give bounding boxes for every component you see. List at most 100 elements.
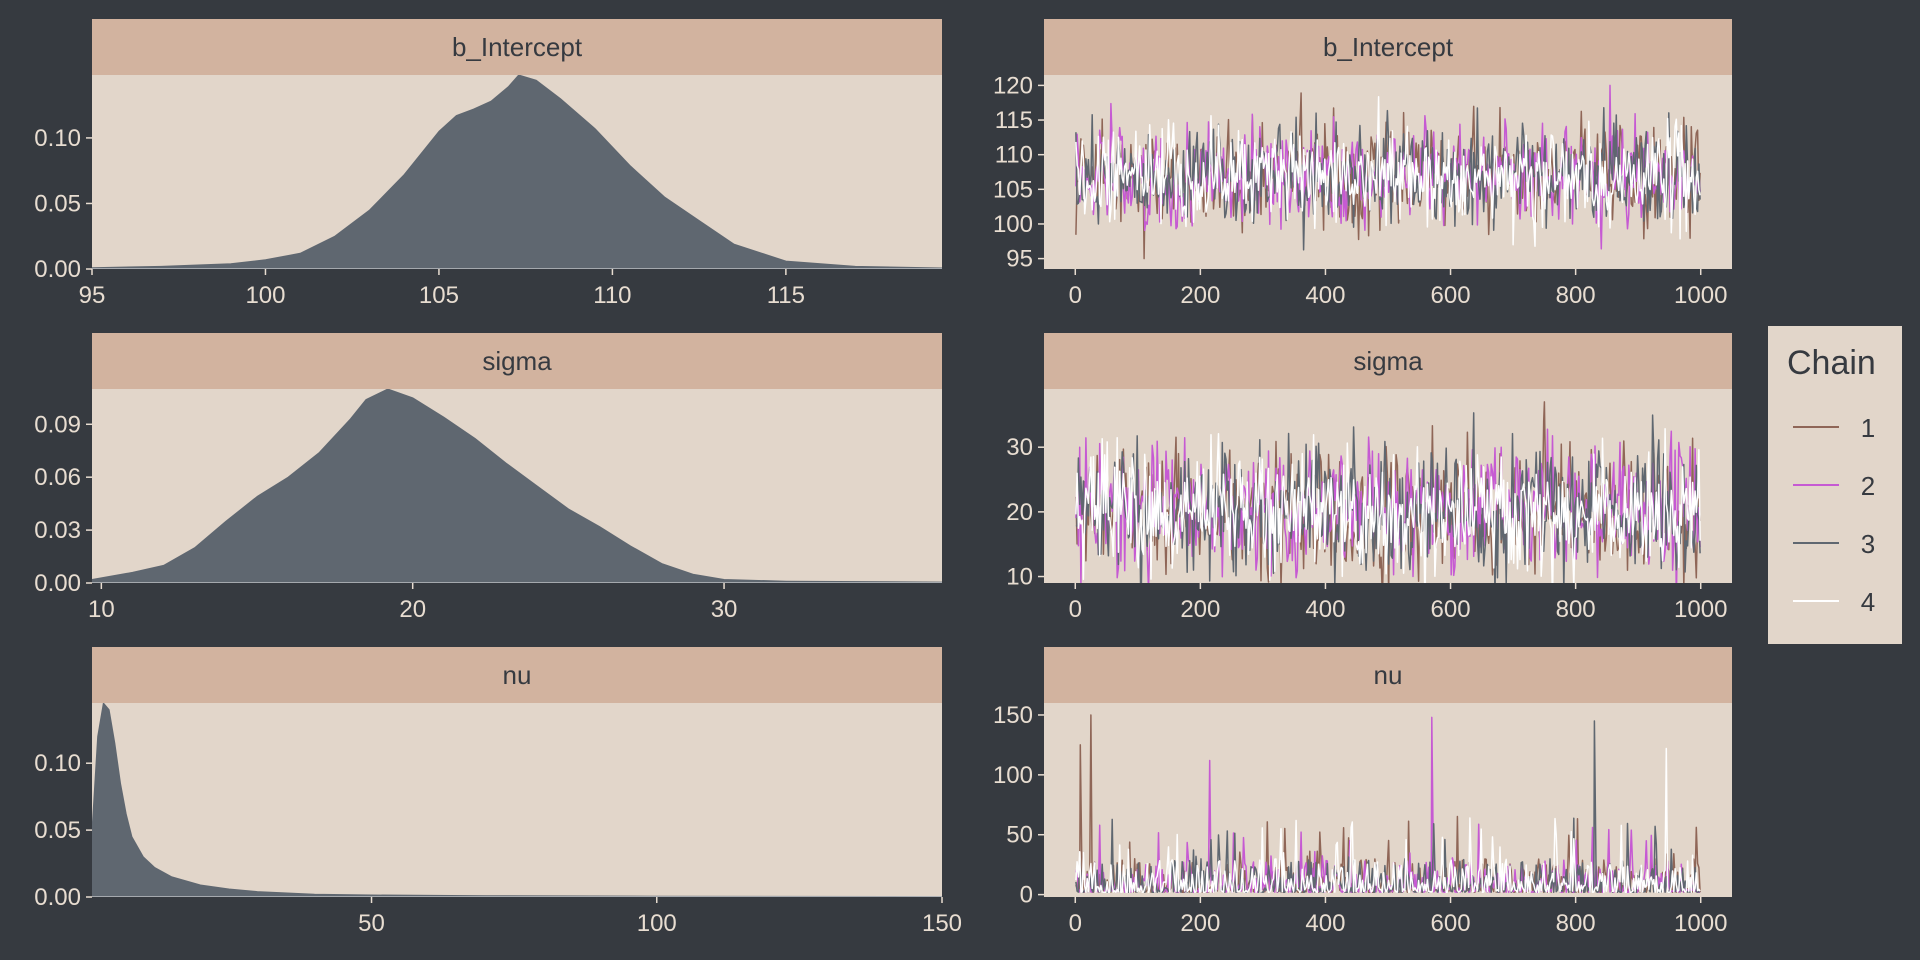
legend-item-label: 3 — [1861, 529, 1875, 559]
x-tick-label: 50 — [358, 910, 385, 937]
y-tick-label: 0.03 — [34, 517, 81, 544]
y-axis: 0 50 100 150 — [993, 702, 1044, 909]
legend-item-chain-2: 2 — [1793, 471, 1875, 501]
x-tick-label: 800 — [1556, 282, 1596, 309]
x-tick-label: 600 — [1431, 596, 1471, 623]
plot-panel — [92, 703, 942, 897]
trace-panel-sigma: sigma 0 200 400 600 800 1000 10 20 30 — [1006, 333, 1732, 623]
y-tick-label: 0.00 — [34, 570, 81, 597]
y-tick-label: 105 — [993, 176, 1033, 203]
x-tick-label: 200 — [1180, 596, 1220, 623]
plot-area — [1075, 714, 1701, 893]
strip-header — [92, 19, 942, 75]
plot-area — [92, 75, 942, 269]
y-tick-label: 95 — [1006, 246, 1033, 273]
x-tick-label: 150 — [922, 910, 962, 937]
x-tick-label: 1000 — [1674, 910, 1727, 937]
x-tick-label: 600 — [1431, 910, 1471, 937]
plot-area — [1075, 401, 1701, 583]
strip-title: nu — [503, 660, 532, 690]
x-tick-label: 100 — [245, 282, 285, 309]
y-tick-label: 0.10 — [34, 125, 81, 152]
y-tick-label: 0.00 — [34, 256, 81, 283]
strip-title: nu — [1374, 660, 1403, 690]
strip-title: sigma — [1353, 346, 1423, 376]
y-tick-label: 120 — [993, 72, 1033, 99]
plot-area — [92, 703, 942, 897]
x-tick-label: 400 — [1305, 596, 1345, 623]
trace-line-chain-4 — [1075, 747, 1701, 893]
legend-item-chain-3: 3 — [1793, 529, 1875, 559]
y-tick-label: 0.00 — [34, 884, 81, 911]
legend-item-label: 2 — [1861, 471, 1875, 501]
strip-title: b_Intercept — [1323, 32, 1454, 62]
x-tick-label: 110 — [593, 282, 631, 309]
x-tick-label: 0 — [1069, 910, 1082, 937]
y-tick-label: 0.05 — [34, 190, 81, 217]
x-tick-label: 10 — [88, 596, 115, 623]
y-axis: 0.00 0.05 0.10 — [34, 125, 92, 283]
y-tick-label: 110 — [995, 142, 1033, 169]
x-axis: 50 100 150 — [358, 897, 962, 937]
x-axis: 95 100 105 110 115 — [79, 269, 805, 309]
x-tick-label: 600 — [1431, 282, 1471, 309]
y-tick-label: 0 — [1020, 882, 1033, 909]
y-axis: 10 20 30 — [1006, 434, 1044, 591]
x-axis: 0 200 400 600 800 1000 — [1069, 269, 1727, 309]
x-tick-label: 800 — [1556, 596, 1596, 623]
legend-item-label: 4 — [1861, 587, 1875, 617]
plot-area — [1075, 84, 1701, 260]
strip-header — [1044, 333, 1732, 389]
legend-items: 1 2 3 4 — [1793, 413, 1875, 617]
x-tick-label: 400 — [1305, 282, 1345, 309]
trace-line-chain-4 — [1075, 427, 1701, 583]
chain-legend: Chain 1 2 3 4 — [1768, 326, 1902, 644]
y-tick-label: 100 — [993, 762, 1033, 789]
y-tick-label: 30 — [1006, 434, 1033, 461]
plot-area — [92, 389, 942, 583]
trace-panel-nu: nu 0 200 400 600 800 1000 0 50 100 150 — [993, 647, 1732, 937]
x-tick-label: 30 — [711, 596, 738, 623]
y-tick-label: 115 — [995, 107, 1033, 134]
legend-item-chain-1: 1 — [1793, 413, 1875, 443]
y-tick-label: 20 — [1006, 499, 1033, 526]
strip-header — [1044, 19, 1732, 75]
y-tick-label: 150 — [993, 702, 1033, 729]
density-panel-sigma: sigma 10 20 30 0.00 0.03 0.06 0.09 — [34, 333, 942, 623]
density-panel-b_Intercept: b_Intercept 95 100 105 110 115 0.00 0.05 0.10 — [34, 19, 942, 309]
x-tick-label: 200 — [1180, 910, 1220, 937]
strip-title: sigma — [482, 346, 552, 376]
y-axis: 95 100 105 110 115 120 — [993, 72, 1044, 273]
trace-line-chain-4 — [1075, 96, 1701, 247]
trace-panel-b_Intercept: b_Intercept 0 200 400 600 800 1000 95 100 105 110 1… — [993, 19, 1732, 309]
x-tick-label: 400 — [1305, 910, 1345, 937]
y-axis: 0.00 0.03 0.06 0.09 — [34, 411, 92, 597]
y-tick-label: 0.06 — [34, 464, 81, 491]
strip-title: b_Intercept — [452, 32, 583, 62]
density-area — [92, 75, 942, 269]
x-tick-label: 20 — [399, 596, 426, 623]
y-tick-label: 0.10 — [34, 750, 81, 777]
y-tick-label: 50 — [1006, 822, 1033, 849]
density-area — [92, 389, 942, 583]
y-tick-label: 10 — [1006, 564, 1033, 591]
x-axis: 0 200 400 600 800 1000 — [1069, 583, 1727, 623]
x-tick-label: 100 — [637, 910, 677, 937]
legend-title: Chain — [1787, 344, 1876, 382]
x-tick-label: 1000 — [1674, 282, 1727, 309]
x-tick-label: 1000 — [1674, 596, 1727, 623]
x-tick-label: 95 — [79, 282, 106, 309]
x-tick-label: 0 — [1069, 282, 1082, 309]
legend-item-chain-4: 4 — [1793, 587, 1875, 617]
x-tick-label: 0 — [1069, 596, 1082, 623]
y-tick-label: 0.05 — [34, 817, 81, 844]
strip-header — [92, 333, 942, 389]
x-axis: 10 20 30 — [88, 583, 737, 623]
strip-header — [1044, 647, 1732, 703]
x-axis: 0 200 400 600 800 1000 — [1069, 897, 1727, 937]
y-tick-label: 0.09 — [34, 411, 81, 438]
density-area — [92, 703, 942, 897]
legend-item-label: 1 — [1861, 413, 1875, 443]
